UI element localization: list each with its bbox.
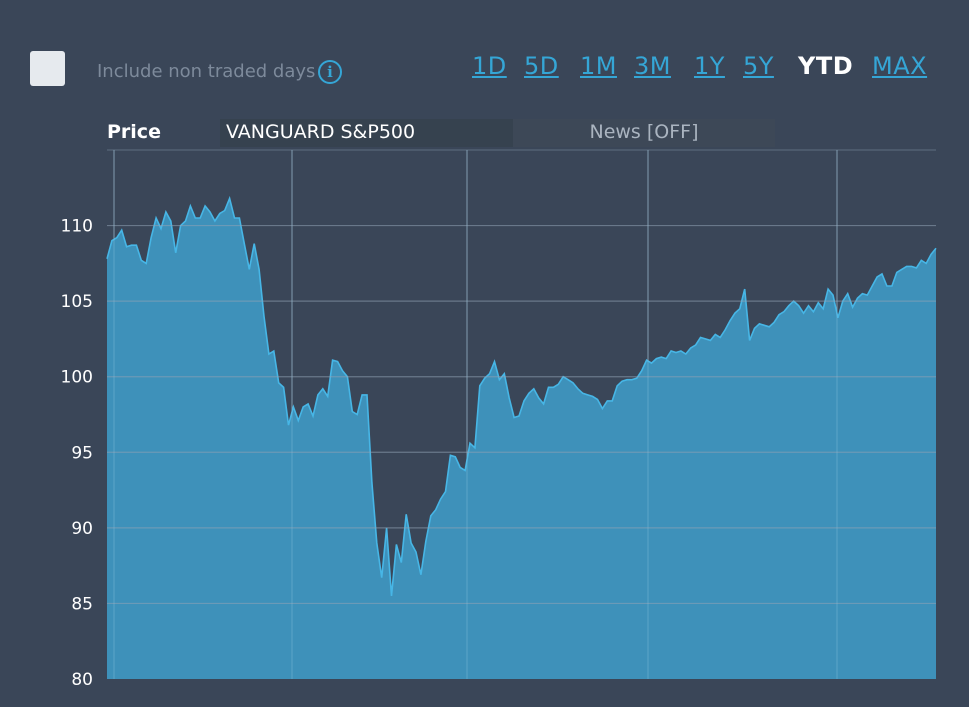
include-non-traded-checkbox[interactable] bbox=[30, 51, 65, 86]
price-area bbox=[107, 198, 936, 679]
range-button-1y[interactable]: 1Y bbox=[694, 52, 725, 80]
range-button-ytd[interactable]: YTD bbox=[798, 52, 854, 80]
range-button-1m[interactable]: 1M bbox=[580, 52, 617, 80]
y-tick-label: 100 bbox=[61, 368, 93, 388]
info-icon[interactable]: i bbox=[318, 60, 342, 84]
range-button-5y[interactable]: 5Y bbox=[743, 52, 774, 80]
tab-news-toggle[interactable]: News [OFF] bbox=[513, 119, 775, 147]
y-tick-label: 80 bbox=[71, 670, 93, 690]
y-tick-label: 110 bbox=[61, 217, 93, 237]
price-line bbox=[106, 195, 937, 596]
tab-instrument[interactable]: VANGUARD S&P500 bbox=[220, 119, 519, 147]
include-non-traded-label: Include non traded days bbox=[97, 61, 316, 82]
tab-price[interactable]: Price bbox=[107, 121, 161, 143]
y-tick-label: 105 bbox=[61, 292, 93, 312]
y-tick-label: 90 bbox=[71, 519, 93, 539]
range-button-3m[interactable]: 3M bbox=[634, 52, 671, 80]
y-tick-label: 85 bbox=[71, 594, 93, 614]
y-tick-label: 95 bbox=[71, 443, 93, 463]
range-button-max[interactable]: MAX bbox=[872, 52, 928, 80]
range-button-1d[interactable]: 1D bbox=[472, 52, 507, 80]
range-button-5d[interactable]: 5D bbox=[524, 52, 559, 80]
